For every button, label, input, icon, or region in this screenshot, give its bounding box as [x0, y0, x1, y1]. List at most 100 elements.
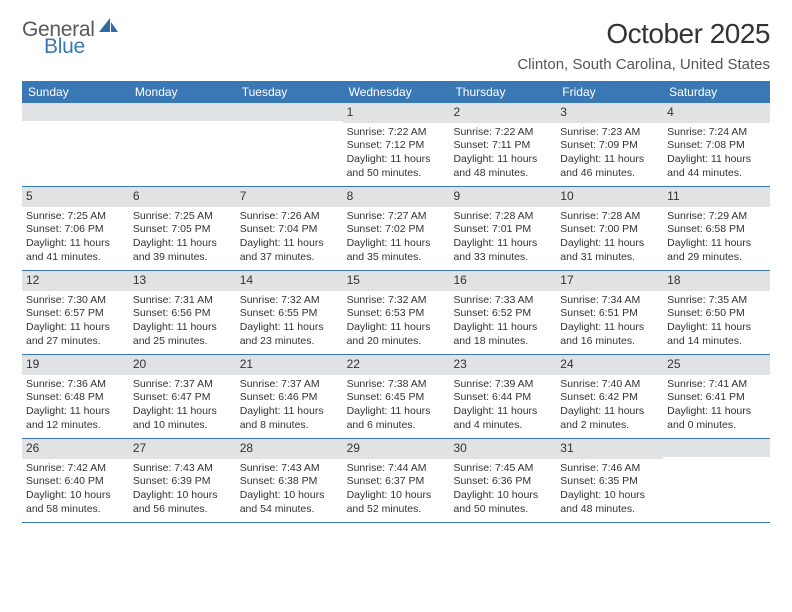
sunrise-line: Sunrise: 7:42 AM: [26, 462, 125, 476]
day-cell: 18Sunrise: 7:35 AMSunset: 6:50 PMDayligh…: [663, 271, 770, 354]
sunset-line: Sunset: 6:42 PM: [560, 391, 659, 405]
day-number: 27: [129, 439, 236, 459]
day-cell: 8Sunrise: 7:27 AMSunset: 7:02 PMDaylight…: [343, 187, 450, 270]
sunrise-line: Sunrise: 7:25 AM: [26, 210, 125, 224]
daylight-line: Daylight: 11 hours and 12 minutes.: [26, 405, 125, 432]
week-row: 12Sunrise: 7:30 AMSunset: 6:57 PMDayligh…: [22, 271, 770, 355]
sunset-line: Sunset: 6:37 PM: [347, 475, 446, 489]
day-cell: 28Sunrise: 7:43 AMSunset: 6:38 PMDayligh…: [236, 439, 343, 522]
calendar-table: Sunday Monday Tuesday Wednesday Thursday…: [22, 81, 770, 523]
sunset-line: Sunset: 6:41 PM: [667, 391, 766, 405]
day-cell: 7Sunrise: 7:26 AMSunset: 7:04 PMDaylight…: [236, 187, 343, 270]
day-number: 13: [129, 271, 236, 291]
day-cell: 19 Sunrise: 7:36 AMSunset: 6:48 PMDayligh…: [22, 355, 129, 438]
day-details: Sunrise: 7:35 AMSunset: 6:50 PMDaylight:…: [663, 291, 770, 353]
calendar-page: General Blue October 2025 Clinton, South…: [0, 0, 792, 612]
day-cell: 17Sunrise: 7:34 AMSunset: 6:51 PMDayligh…: [556, 271, 663, 354]
day-details: Sunrise: 7:26 AMSunset: 7:04 PMDaylight:…: [236, 207, 343, 269]
day-details: Sunrise: 7:29 AMSunset: 6:58 PMDaylight:…: [663, 207, 770, 269]
day-cell: 14Sunrise: 7:32 AMSunset: 6:55 PMDayligh…: [236, 271, 343, 354]
day-number: 20: [129, 355, 236, 375]
day-cell: 16Sunrise: 7:33 AMSunset: 6:52 PMDayligh…: [449, 271, 556, 354]
day-number: 10: [556, 187, 663, 207]
daylight-line: Daylight: 11 hours and 14 minutes.: [667, 321, 766, 348]
daylight-line: Daylight: 11 hours and 2 minutes.: [560, 405, 659, 432]
sunset-line: Sunset: 6:48 PM: [26, 391, 125, 405]
day-details: Sunrise: 7:32 AMSunset: 6:53 PMDaylight:…: [343, 291, 450, 353]
daylight-line: Daylight: 11 hours and 46 minutes.: [560, 153, 659, 180]
sunrise-line: Sunrise: 7:34 AM: [560, 294, 659, 308]
day-number: 5: [22, 187, 129, 207]
location-subtitle: Clinton, South Carolina, United States: [517, 56, 770, 73]
day-number: 1: [343, 103, 450, 123]
day-cell: 15Sunrise: 7:32 AMSunset: 6:53 PMDayligh…: [343, 271, 450, 354]
day-number: 24: [556, 355, 663, 375]
daylight-line: Daylight: 10 hours and 48 minutes.: [560, 489, 659, 516]
daylight-line: Daylight: 11 hours and 35 minutes.: [347, 237, 446, 264]
day-cell: 11Sunrise: 7:29 AMSunset: 6:58 PMDayligh…: [663, 187, 770, 270]
day-cell: [663, 439, 770, 522]
sunset-line: Sunset: 6:58 PM: [667, 223, 766, 237]
week-row: 1Sunrise: 7:22 AMSunset: 7:12 PMDaylight…: [22, 103, 770, 187]
daylight-line: Daylight: 11 hours and 39 minutes.: [133, 237, 232, 264]
day-details: Sunrise: 7:37 AMSunset: 6:47 PMDaylight:…: [129, 375, 236, 437]
sunrise-line: Sunrise: 7:41 AM: [667, 378, 766, 392]
day-number: 29: [343, 439, 450, 459]
day-details: Sunrise: 7:38 AMSunset: 6:45 PMDaylight:…: [343, 375, 450, 437]
day-cell: 13Sunrise: 7:31 AMSunset: 6:56 PMDayligh…: [129, 271, 236, 354]
day-number: 16: [449, 271, 556, 291]
sunset-line: Sunset: 7:06 PM: [26, 223, 125, 237]
sunset-line: Sunset: 6:50 PM: [667, 307, 766, 321]
sunrise-line: Sunrise: 7:36 AM: [26, 378, 125, 392]
sunrise-line: Sunrise: 7:46 AM: [560, 462, 659, 476]
sunset-line: Sunset: 7:00 PM: [560, 223, 659, 237]
sunrise-line: Sunrise: 7:37 AM: [133, 378, 232, 392]
sunset-line: Sunset: 7:01 PM: [453, 223, 552, 237]
weekday-header: Monday: [129, 81, 236, 103]
day-details: Sunrise: 7:44 AMSunset: 6:37 PMDaylight:…: [343, 459, 450, 521]
sunrise-line: Sunrise: 7:28 AM: [560, 210, 659, 224]
sunrise-line: Sunrise: 7:22 AM: [347, 126, 446, 140]
sunset-line: Sunset: 6:44 PM: [453, 391, 552, 405]
day-cell: 21Sunrise: 7:37 AMSunset: 6:46 PMDayligh…: [236, 355, 343, 438]
day-cell: 26Sunrise: 7:42 AMSunset: 6:40 PMDayligh…: [22, 439, 129, 522]
daylight-line: Daylight: 11 hours and 18 minutes.: [453, 321, 552, 348]
sunrise-line: Sunrise: 7:37 AM: [240, 378, 339, 392]
header: General Blue October 2025 Clinton, South…: [22, 18, 770, 73]
day-details: Sunrise: 7:30 AMSunset: 6:57 PMDaylight:…: [22, 291, 129, 353]
sunrise-line: Sunrise: 7:33 AM: [453, 294, 552, 308]
day-cell: 22Sunrise: 7:38 AMSunset: 6:45 PMDayligh…: [343, 355, 450, 438]
day-number: 7: [236, 187, 343, 207]
daylight-line: Daylight: 11 hours and 0 minutes.: [667, 405, 766, 432]
day-cell: 30Sunrise: 7:45 AMSunset: 6:36 PMDayligh…: [449, 439, 556, 522]
day-details: Sunrise: 7:31 AMSunset: 6:56 PMDaylight:…: [129, 291, 236, 353]
daylight-line: Daylight: 10 hours and 54 minutes.: [240, 489, 339, 516]
day-number: 3: [556, 103, 663, 123]
day-cell: 12Sunrise: 7:30 AMSunset: 6:57 PMDayligh…: [22, 271, 129, 354]
day-details: Sunrise: 7:28 AMSunset: 7:01 PMDaylight:…: [449, 207, 556, 269]
day-number: 19: [22, 355, 129, 375]
day-details: Sunrise: 7:37 AMSunset: 6:46 PMDaylight:…: [236, 375, 343, 437]
day-number: 15: [343, 271, 450, 291]
day-number: 25: [663, 355, 770, 375]
day-details: Sunrise: 7:45 AMSunset: 6:36 PMDaylight:…: [449, 459, 556, 521]
day-cell: 5Sunrise: 7:25 AMSunset: 7:06 PMDaylight…: [22, 187, 129, 270]
daylight-line: Daylight: 10 hours and 52 minutes.: [347, 489, 446, 516]
daylight-line: Daylight: 11 hours and 6 minutes.: [347, 405, 446, 432]
day-details: Sunrise: 7:25 AMSunset: 7:06 PMDaylight:…: [22, 207, 129, 269]
day-details: Sunrise: 7:23 AMSunset: 7:09 PMDaylight:…: [556, 123, 663, 185]
daylight-line: Daylight: 11 hours and 16 minutes.: [560, 321, 659, 348]
day-number: 2: [449, 103, 556, 123]
weekday-header: Wednesday: [343, 81, 450, 103]
weekday-header: Saturday: [663, 81, 770, 103]
logo-word-blue: Blue: [44, 36, 119, 57]
sunset-line: Sunset: 6:40 PM: [26, 475, 125, 489]
week-row: 5Sunrise: 7:25 AMSunset: 7:06 PMDaylight…: [22, 187, 770, 271]
sunrise-line: Sunrise: 7:29 AM: [667, 210, 766, 224]
sunset-line: Sunset: 6:35 PM: [560, 475, 659, 489]
daylight-line: Daylight: 11 hours and 10 minutes.: [133, 405, 232, 432]
day-number: 17: [556, 271, 663, 291]
sunset-line: Sunset: 6:47 PM: [133, 391, 232, 405]
day-details: Sunrise: 7:40 AMSunset: 6:42 PMDaylight:…: [556, 375, 663, 437]
sunrise-line: Sunrise: 7:35 AM: [667, 294, 766, 308]
